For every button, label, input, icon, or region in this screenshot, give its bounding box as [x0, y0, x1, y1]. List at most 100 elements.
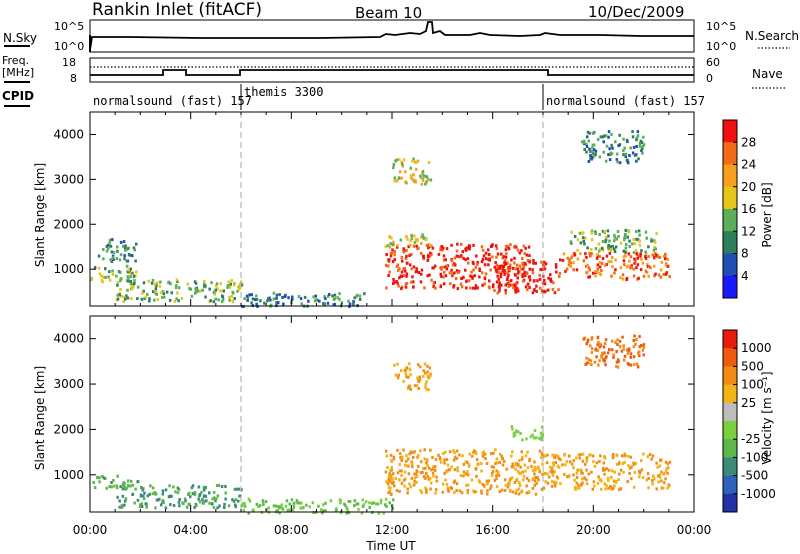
heatmap-cell [658, 256, 661, 259]
heatmap-cell [480, 469, 483, 473]
heatmap-cell [459, 474, 463, 478]
heatmap-cell [565, 267, 569, 271]
heatmap-cell [509, 243, 512, 247]
heatmap-cell [518, 251, 521, 255]
x-tick-label: 00:00 [73, 523, 108, 537]
heatmap-cell [139, 503, 142, 507]
heatmap-cell [413, 240, 417, 244]
heatmap-cell [226, 285, 229, 289]
heatmap-cell [429, 481, 433, 485]
heatmap-cell [414, 384, 417, 388]
heatmap-cell [131, 271, 134, 275]
heatmap-cell [111, 238, 114, 242]
heatmap-cell [622, 149, 625, 152]
heatmap-cell [664, 272, 668, 276]
heatmap-cell [442, 452, 445, 455]
heatmap-cell [445, 483, 449, 487]
heatmap-cell [439, 285, 442, 289]
heatmap-cell [506, 276, 509, 280]
heatmap-cell [593, 484, 596, 488]
heatmap-cell [604, 240, 607, 244]
heatmap-cell [180, 296, 184, 300]
heatmap-cell [280, 506, 283, 509]
heatmap-cell [170, 291, 173, 295]
heatmap-cell [93, 486, 97, 490]
ylabel-power: Slant Range [km] [33, 163, 47, 267]
heatmap-cell [660, 486, 664, 490]
heatmap-cell [190, 294, 194, 298]
heatmap-cell [557, 465, 561, 469]
heatmap-cell [356, 502, 360, 506]
heatmap-cell [125, 259, 129, 263]
heatmap-cell [396, 281, 399, 285]
heatmap-cell [554, 480, 557, 484]
heatmap-cell [647, 265, 651, 269]
heatmap-cell [640, 344, 643, 347]
heatmap-cell [138, 505, 142, 509]
heatmap-cell [208, 287, 211, 291]
heatmap-cell [452, 449, 455, 453]
heatmap-cell [503, 272, 506, 276]
heatmap-cell [494, 244, 498, 248]
heatmap-cell [622, 259, 626, 263]
heatmap-cell [298, 501, 301, 505]
heatmap-cell [425, 461, 428, 465]
heatmap-cell [142, 281, 146, 285]
heatmap-cell [615, 453, 619, 457]
heatmap-cell [404, 285, 408, 289]
heatmap-cell [255, 298, 259, 301]
heatmap-cell [212, 490, 216, 494]
heatmap-cell [605, 263, 608, 267]
heatmap-cell [652, 248, 656, 252]
heatmap-cell [409, 174, 413, 177]
heatmap-cell [124, 497, 128, 501]
heatmap-cell [665, 467, 668, 470]
heatmap-cell [598, 155, 602, 159]
heatmap-cell [581, 459, 585, 463]
heatmap-cell [415, 475, 419, 478]
heatmap-cell [496, 274, 499, 278]
heatmap-cell [601, 240, 605, 243]
heatmap-cell [286, 508, 289, 512]
heatmap-cell [164, 506, 168, 510]
heatmap-cell [481, 454, 485, 458]
heatmap-cell [98, 272, 102, 276]
heatmap-cell [598, 359, 601, 363]
heatmap-cell [155, 292, 159, 296]
heatmap-cell [488, 279, 491, 283]
heatmap-cell [392, 457, 396, 461]
heatmap-cell [393, 258, 396, 262]
x-tick-label: 08:00 [274, 523, 309, 537]
heatmap-cell [247, 511, 250, 515]
heatmap-cell [630, 465, 633, 469]
heatmap-cell [421, 171, 424, 175]
heatmap-cell [608, 251, 612, 255]
nsky-tick-bottom: 10^0 [54, 40, 84, 53]
heatmap-cell [305, 503, 308, 507]
heatmap-cell [478, 269, 481, 272]
heatmap-cell [391, 481, 394, 485]
heatmap-cell [451, 274, 454, 278]
heatmap-cell [471, 286, 475, 290]
heatmap-cell [417, 464, 420, 468]
heatmap-cell [450, 268, 453, 272]
heatmap-cell [520, 489, 524, 493]
heatmap-cell [130, 297, 133, 301]
heatmap-cell [102, 248, 105, 251]
heatmap-cell [613, 271, 616, 275]
heatmap-cell [447, 468, 450, 472]
heatmap-cell [519, 472, 522, 476]
heatmap-cell [216, 506, 219, 510]
heatmap-cell [484, 257, 488, 261]
heatmap-cell [495, 255, 498, 259]
heatmap-cell [168, 298, 172, 302]
heatmap-cell [666, 257, 669, 261]
heatmap-cell [396, 471, 400, 475]
heatmap-cell [211, 497, 214, 501]
heatmap-cell [395, 489, 399, 493]
heatmap-cell [442, 275, 445, 279]
heatmap-cell [410, 267, 413, 271]
heatmap-cell [501, 457, 504, 461]
heatmap-cell [511, 490, 515, 494]
heatmap-cell [624, 250, 627, 254]
